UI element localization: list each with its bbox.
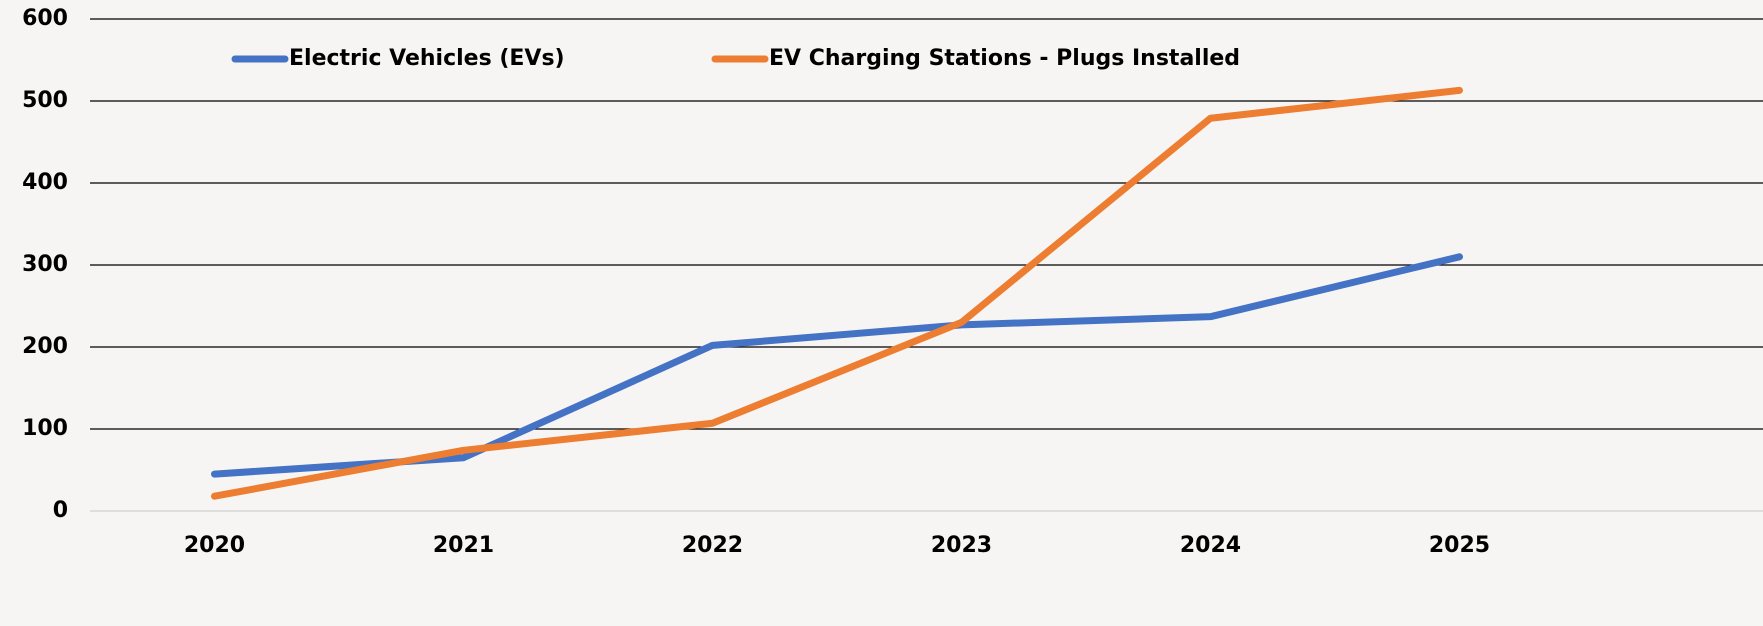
y-tick-label: 600 <box>22 6 68 31</box>
x-tick-label: 2021 <box>433 533 494 558</box>
series-line <box>211 253 1463 478</box>
x-tick-label: 2023 <box>931 533 992 558</box>
y-tick-label: 200 <box>22 334 68 359</box>
x-tick-label: 2025 <box>1429 533 1490 558</box>
legend-label: Electric Vehicles (EVs) <box>289 46 565 71</box>
x-tick-label: 2020 <box>184 533 245 558</box>
y-tick-label: 500 <box>22 88 68 113</box>
y-tick-label: 300 <box>22 252 68 277</box>
x-tick-label: 2022 <box>682 533 743 558</box>
y-tick-label: 400 <box>22 170 68 195</box>
x-tick-label: 2024 <box>1180 533 1241 558</box>
y-tick-label: 0 <box>53 498 68 523</box>
y-tick-label: 100 <box>22 416 68 441</box>
series-line <box>211 86 1463 500</box>
legend-label: EV Charging Stations - Plugs Installed <box>769 46 1240 71</box>
